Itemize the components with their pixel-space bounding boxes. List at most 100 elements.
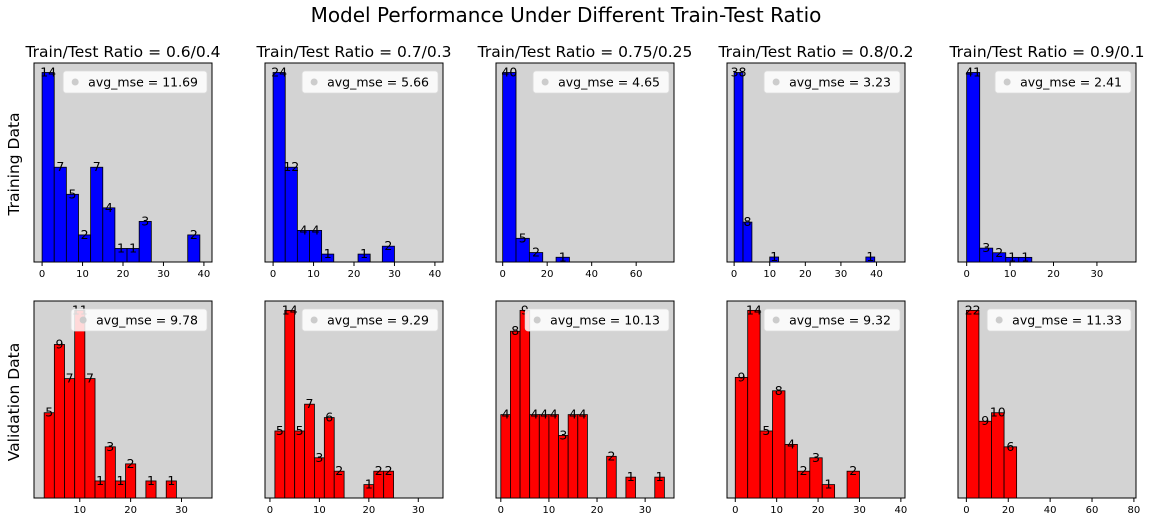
histogram-bar [383, 470, 394, 499]
histogram-bar [865, 256, 876, 263]
x-tick-label: 40 [870, 269, 883, 280]
legend-box [763, 308, 901, 332]
histogram-bar [1003, 446, 1018, 499]
histogram-bar [519, 309, 531, 499]
x-tick-label: 10 [543, 505, 556, 516]
histogram-bar [991, 412, 1005, 499]
row-label-training: Training Data [5, 112, 23, 216]
legend-label: avg_mse = 9.78 [96, 313, 198, 328]
x-tick-label: 40 [894, 505, 907, 516]
histogram-bar [772, 390, 786, 499]
histogram-bar [966, 72, 981, 263]
bar-value-label: 4 [540, 407, 548, 422]
bar-value-label: 4 [787, 436, 795, 451]
bar-value-label: 41 [965, 64, 981, 79]
bar-value-label: 5 [519, 230, 527, 245]
legend-box [524, 308, 670, 332]
plot-area [726, 62, 906, 263]
bar-value-label: 14 [746, 302, 762, 317]
bar-value-label: 1 [627, 469, 635, 484]
bar-value-label: 9 [738, 369, 746, 384]
x-tick-label: 40 [429, 269, 442, 280]
histogram-bar [515, 237, 530, 263]
legend-marker [310, 78, 318, 86]
legend-box [301, 70, 439, 94]
histogram-bar [733, 72, 744, 263]
x-tick-label: 40 [1044, 505, 1057, 516]
histogram-bar [357, 253, 371, 263]
subplot-title: Train/Test Ratio = 0.6/0.4 [24, 43, 220, 61]
legend-label: avg_mse = 11.33 [1012, 313, 1122, 328]
bar-value-label: 4 [569, 407, 577, 422]
legend-marker [533, 316, 541, 324]
bar-value-label: 2 [375, 463, 383, 478]
histogram-bar [606, 455, 617, 499]
bar-value-label: 1 [770, 249, 778, 264]
x-tick-label: 20 [117, 269, 130, 280]
histogram-bar [294, 430, 305, 499]
legend: avg_mse = 11.33 [986, 308, 1132, 332]
x-tick-label: 80 [1128, 505, 1141, 516]
x-tick-label: 30 [175, 505, 188, 516]
histogram-bar [187, 234, 201, 263]
x-tick-label: 0 [267, 505, 273, 516]
histogram-bar [567, 414, 579, 499]
bar-value-label: 40 [501, 64, 517, 79]
bar-value-label: 7 [66, 371, 74, 386]
histogram-bar [65, 193, 79, 263]
legend-box [986, 308, 1132, 332]
histogram-bar [625, 476, 636, 499]
legend-label: avg_mse = 10.13 [550, 313, 660, 328]
x-tick-label: 0 [499, 269, 505, 280]
legend-label: avg_mse = 11.69 [88, 75, 198, 90]
subplot-title: Train/Test Ratio = 0.8/0.2 [717, 43, 913, 61]
x-tick-label: 20 [812, 505, 825, 516]
histogram-bar [965, 309, 980, 499]
bar-value-label: 4 [502, 407, 510, 422]
x-tick-label: 0 [731, 269, 737, 280]
x-tick-label: 20 [541, 269, 554, 280]
subplot-validation-1: 597117131211102030avg_mse = 9.78 [33, 300, 213, 516]
x-tick-label: 30 [639, 505, 652, 516]
histogram-bar [165, 480, 177, 499]
x-tick-label: 10 [307, 269, 320, 280]
legend-label: avg_mse = 9.32 [789, 313, 891, 328]
legend-label: avg_mse = 9.29 [327, 313, 429, 328]
histogram-bar [784, 443, 798, 499]
x-tick-label: 10 [1004, 269, 1017, 280]
bar-value-label: 3 [141, 213, 149, 228]
histogram-bar [1018, 256, 1033, 263]
bar-value-label: 2 [384, 238, 392, 253]
histogram-bar [84, 378, 96, 499]
x-tick-label: 60 [630, 269, 643, 280]
histogram-bar [500, 414, 511, 499]
bar-value-label: 7 [306, 396, 314, 411]
legend: avg_mse = 11.69 [62, 70, 208, 94]
x-tick-label: 20 [799, 269, 812, 280]
histogram-bar [284, 309, 296, 499]
x-tick-label: 10 [763, 269, 776, 280]
bar-value-label: 3 [812, 450, 820, 465]
bar-value-label: 2 [190, 227, 198, 242]
histogram-bar [548, 414, 559, 499]
legend: avg_mse = 10.13 [524, 308, 670, 332]
bar-value-label: 12 [283, 159, 299, 174]
bar-value-label: 3 [559, 427, 567, 442]
subplot-train-3: Train/Test Ratio = 0.75/0.25 40 52 1 0 20 40 60… [477, 43, 693, 280]
bar-value-label: 1 [96, 473, 104, 488]
bar-value-label: 7 [56, 159, 64, 174]
histogram-bar [734, 376, 749, 499]
bar-value-label: 4 [579, 407, 587, 422]
legend-box [301, 308, 439, 332]
x-tick-label: 10 [313, 505, 326, 516]
histogram-bar [747, 309, 761, 499]
bar-value-label: 2 [81, 227, 89, 242]
histogram-bar [104, 446, 116, 499]
legend-box [994, 70, 1132, 94]
bar-value-label: 5 [762, 423, 770, 438]
